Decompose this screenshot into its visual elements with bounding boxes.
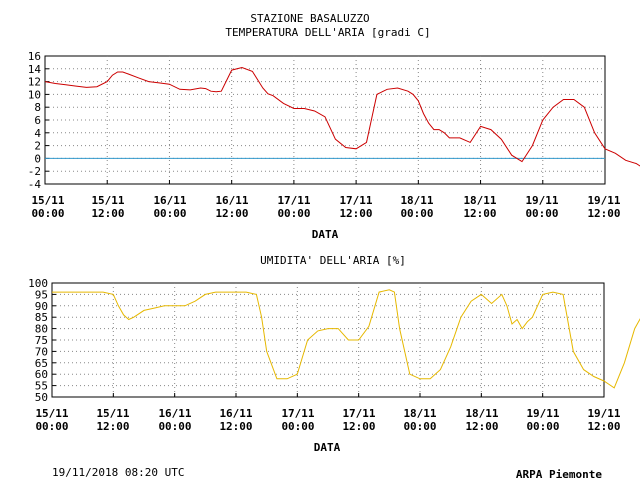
temperature-chart-title: TEMPERATURA DELL'ARIA [gradi C] [225,26,430,39]
humidity-x-tick-day: 15/11 [96,407,129,420]
humidity-y-tick-label: 95 [35,288,48,301]
humidity-x-tick-time: 12:00 [342,420,375,433]
temperature-x-tick-time: 12:00 [91,207,124,220]
temperature-x-tick-day: 15/11 [91,194,124,207]
temperature-y-tick-label: 0 [34,152,41,165]
temperature-y-tick-label: 12 [28,76,41,89]
temperature-y-tick-label: -4 [28,178,42,191]
footer-timestamp: 19/11/2018 08:20 UTC [52,466,184,479]
temperature-y-tick-label: 6 [34,114,41,127]
humidity-x-tick-day: 17/11 [342,407,375,420]
temperature-x-tick-day: 19/11 [525,194,558,207]
humidity-x-tick-day: 18/11 [465,407,498,420]
temperature-x-tick-day: 18/11 [400,194,433,207]
humidity-x-tick-time: 00:00 [158,420,191,433]
temperature-y-tick-label: 10 [28,88,41,101]
temperature-y-tick-label: 14 [28,63,42,76]
temperature-x-tick-time: 12:00 [463,207,496,220]
temperature-x-tick-time: 12:00 [215,207,248,220]
humidity-y-tick-label: 65 [35,357,48,370]
humidity-series-line [52,289,640,389]
temperature-y-tick-label: 4 [34,127,41,140]
humidity-x-tick-day: 19/11 [526,407,559,420]
temperature-x-tick-day: 16/11 [153,194,186,207]
temperature-x-tick-day: 18/11 [463,194,496,207]
humidity-x-axis: 15/1100:0015/1112:0016/1100:0016/1112:00… [35,393,621,433]
temperature-x-tick-day: 16/11 [215,194,248,207]
humidity-x-tick-time: 12:00 [219,420,252,433]
temperature-series-line [44,66,640,167]
humidity-y-tick-label: 60 [35,368,48,381]
temperature-x-tick-time: 12:00 [587,207,620,220]
humidity-x-tick-time: 00:00 [35,420,68,433]
temperature-x-tick-time: 00:00 [400,207,433,220]
humidity-y-tick-label: 80 [35,323,48,336]
humidity-x-tick-day: 17/11 [281,407,314,420]
temperature-x-tick-day: 17/11 [339,194,372,207]
temperature-y-tick-label: -2 [28,165,41,178]
humidity-chart-title: UMIDITA' DELL'ARIA [%] [260,254,406,267]
temperature-x-axis-label: DATA [312,228,339,241]
humidity-y-tick-label: 85 [35,311,48,324]
humidity-x-tick-time: 12:00 [96,420,129,433]
temperature-x-tick-time: 12:00 [339,207,372,220]
humidity-y-tick-label: 75 [35,334,48,347]
humidity-x-tick-time: 00:00 [526,420,559,433]
humidity-x-tick-day: 15/11 [35,407,68,420]
temperature-x-tick-time: 00:00 [153,207,186,220]
humidity-x-tick-time: 12:00 [587,420,620,433]
temperature-y-tick-label: 8 [34,101,41,114]
temperature-x-tick-day: 19/11 [587,194,620,207]
humidity-x-tick-time: 00:00 [281,420,314,433]
humidity-y-tick-label: 70 [35,345,48,358]
temperature-x-tick-time: 00:00 [277,207,310,220]
temperature-x-tick-time: 00:00 [525,207,558,220]
humidity-x-tick-day: 18/11 [403,407,436,420]
humidity-x-tick-time: 12:00 [465,420,498,433]
temperature-x-tick-time: 00:00 [31,207,64,220]
humidity-x-tick-day: 16/11 [219,407,252,420]
temperature-y-tick-label: 16 [28,50,41,63]
temperature-x-tick-day: 15/11 [31,194,64,207]
humidity-y-tick-label: 55 [35,380,48,393]
humidity-x-axis-label: DATA [314,441,341,454]
humidity-x-tick-day: 19/11 [587,407,620,420]
humidity-y-tick-label: 100 [28,277,48,290]
humidity-x-tick-time: 00:00 [403,420,436,433]
temperature-x-tick-day: 17/11 [277,194,310,207]
temperature-x-axis: 15/1100:0015/1112:0016/1100:0016/1112:00… [31,180,621,220]
station-name: STAZIONE BASALUZZO [250,12,369,25]
humidity-x-tick-day: 16/11 [158,407,191,420]
temperature-y-tick-label: 2 [34,140,41,153]
humidity-y-tick-label: 50 [35,391,48,404]
footer-organization: ARPA Piemonte [516,468,602,480]
humidity-y-tick-label: 90 [35,300,48,313]
